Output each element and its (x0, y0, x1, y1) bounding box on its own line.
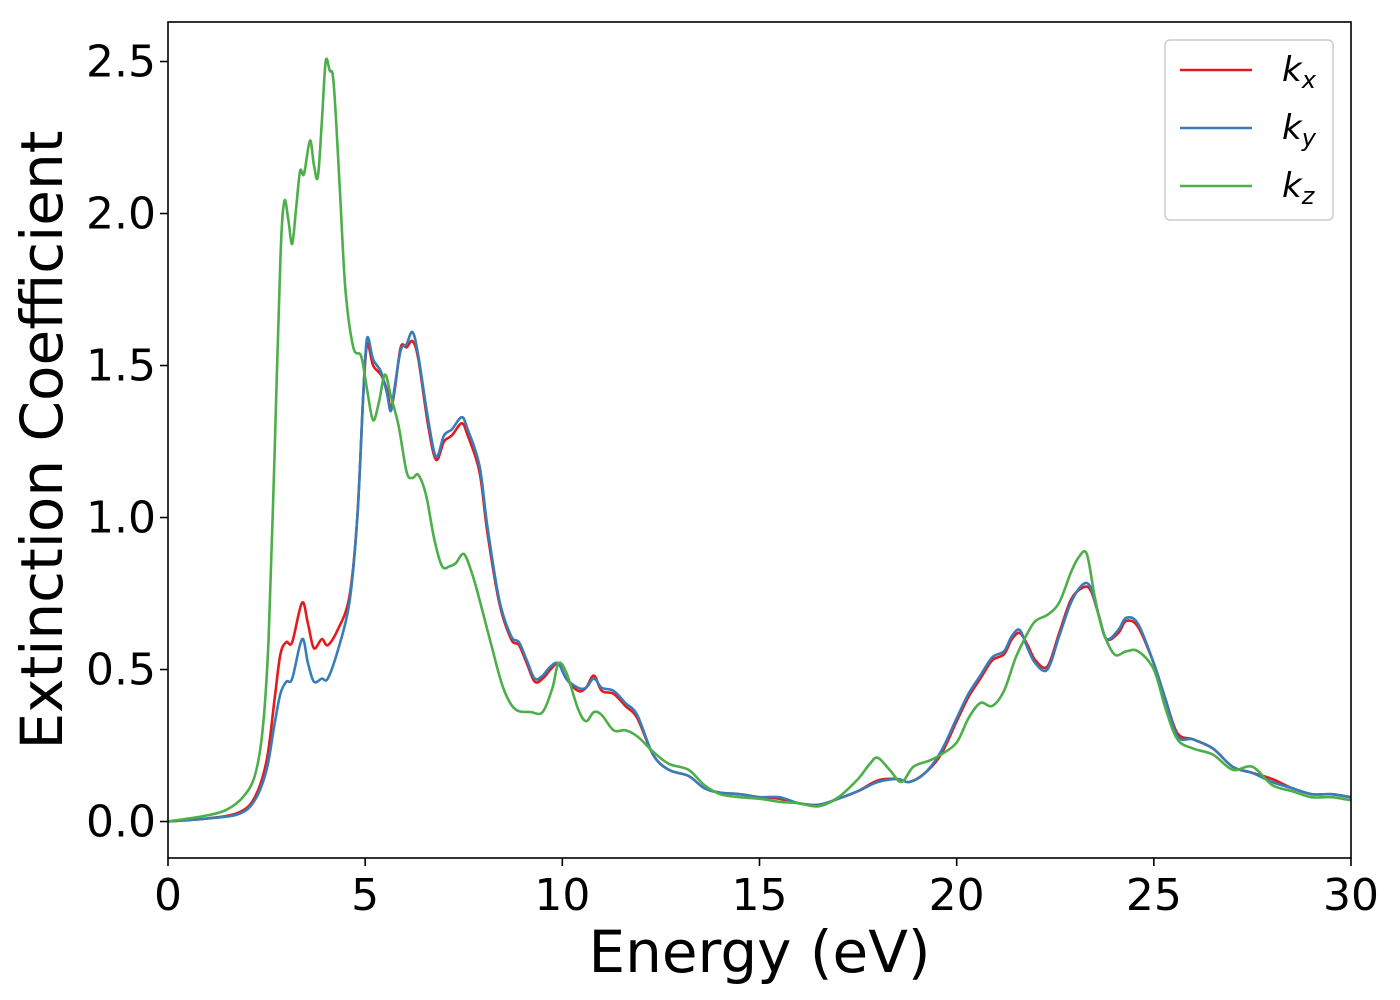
y-tick-label: 2.0 (86, 189, 156, 240)
x-tick-label: 10 (534, 870, 590, 921)
legend-label-x: kx (1282, 50, 1317, 94)
y-axis-ticks: 0.0 0.5 1.0 1.5 2.0 2.5 (86, 37, 168, 848)
x-tick-label: 20 (929, 870, 985, 921)
series-line-z (167, 57, 1352, 823)
x-tick-label: 15 (732, 870, 788, 921)
y-tick-label: 1.0 (86, 493, 156, 544)
plot-background (168, 22, 1351, 858)
y-axis-label: Extinction Coefficient (8, 131, 76, 750)
y-tick-label: 1.5 (86, 341, 156, 392)
x-axis-label: Energy (eV) (588, 918, 930, 986)
y-tick-label: 2.5 (86, 37, 156, 88)
x-tick-label: 5 (351, 870, 379, 921)
y-tick-label: 0.0 (86, 797, 156, 848)
x-axis-ticks: 0 5 10 15 20 25 30 (154, 858, 1379, 921)
x-tick-label: 25 (1126, 870, 1182, 921)
legend-box (1164, 39, 1334, 221)
legend-label-y: ky (1282, 108, 1317, 152)
series-layer (167, 57, 1352, 823)
y-tick-label: 0.5 (86, 645, 156, 696)
x-tick-label: 0 (154, 870, 182, 921)
legend: kx ky kz (1164, 39, 1334, 221)
x-tick-label: 30 (1323, 870, 1379, 921)
legend-label-z: kz (1282, 166, 1316, 210)
